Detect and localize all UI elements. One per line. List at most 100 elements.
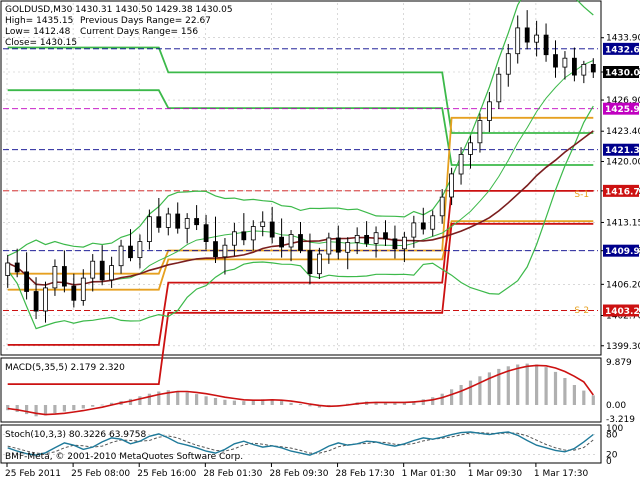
candle	[430, 210, 436, 237]
candle	[241, 213, 247, 246]
price-tag-bg	[603, 42, 639, 55]
candle	[468, 135, 473, 169]
time-axis: 25 Feb 2011 25 Feb 08:00 25 Feb 16:00 28 Fe…	[5, 463, 589, 479]
price-tag-label: 1421.32	[605, 146, 640, 156]
candle-body	[562, 57, 568, 68]
macd-bar	[544, 367, 548, 405]
main-panel	[0, 0, 602, 356]
candle	[213, 216, 218, 263]
stoch-y-label: 20	[606, 450, 618, 460]
candle	[534, 20, 539, 57]
candle-body	[194, 218, 200, 226]
macd-bar	[459, 385, 463, 405]
macd-bar	[440, 393, 444, 405]
macd-bar	[421, 399, 425, 405]
candle-body	[524, 27, 530, 43]
macd-bar	[431, 397, 435, 405]
macd-bar	[308, 405, 312, 407]
price-tag-bg	[603, 65, 639, 78]
candle-body	[128, 245, 133, 259]
x-tick-label: 28 Feb 17:30	[336, 469, 395, 479]
macd-bar	[213, 398, 218, 405]
x-tick-label: 28 Feb 09:30	[269, 469, 328, 479]
candle	[392, 225, 398, 259]
candle-body	[534, 34, 539, 43]
candle	[80, 269, 86, 306]
candle-body	[326, 237, 332, 255]
candle	[90, 254, 96, 292]
candle	[515, 15, 521, 64]
candle	[326, 232, 332, 264]
pivot-level-line	[7, 222, 594, 386]
candle-body	[364, 234, 370, 244]
candle-body	[33, 291, 39, 312]
candle-body	[477, 120, 483, 144]
low-text: Low= 1412.48	[5, 27, 71, 37]
candle	[52, 259, 58, 296]
y-tick-label: 1399.30	[606, 342, 640, 352]
candle	[524, 10, 530, 50]
y-tick-label: 1406.20	[606, 280, 640, 290]
candlesticks	[5, 10, 596, 323]
symbol-ohlc-text: GOLDUSD,M30 1430.31 1430.50 1429.38 1430…	[5, 5, 233, 15]
candle-body	[52, 266, 58, 289]
candle	[553, 40, 558, 78]
bollinger-upper-line	[7, 0, 594, 257]
candle	[307, 233, 313, 285]
macd-indicator: 9.879 0.00 -3.219	[6, 358, 635, 425]
macd-bar	[383, 402, 388, 405]
candle-body	[203, 224, 209, 242]
candle	[99, 245, 105, 286]
macd-panel	[0, 357, 602, 423]
candle-body	[5, 262, 11, 276]
candle	[458, 147, 464, 185]
macd-bar	[91, 405, 95, 407]
y-tick-label: 1413.15	[606, 218, 640, 228]
candle-body	[222, 244, 228, 258]
candle	[203, 214, 209, 250]
candle	[543, 23, 549, 62]
candle	[590, 58, 596, 78]
macd-bar	[81, 405, 85, 409]
macd-bar	[195, 394, 199, 405]
candle-body	[14, 262, 20, 273]
candle-body	[335, 237, 341, 253]
macd-bar	[166, 390, 170, 405]
candle-body	[505, 53, 511, 75]
candle	[316, 247, 322, 279]
candle-body	[165, 213, 171, 228]
candle	[43, 281, 48, 323]
stoch-y-label: 100	[606, 424, 623, 434]
macd-bar	[298, 404, 303, 405]
macd-bar	[535, 364, 539, 405]
macd-bar	[34, 405, 38, 417]
candle	[401, 231, 407, 263]
price-tag-bg	[603, 143, 639, 156]
price-tag-label: 1432.65	[605, 45, 640, 55]
macd-bar	[176, 391, 180, 405]
candle-body	[515, 27, 521, 55]
candle-body	[71, 285, 77, 301]
macd-bar	[412, 401, 416, 405]
bollinger-lower-line	[7, 105, 594, 330]
candle-body	[553, 54, 558, 68]
macd-bar	[478, 376, 482, 405]
price-tag-bg	[603, 102, 639, 115]
candle	[118, 239, 124, 274]
macd-bar	[204, 396, 208, 405]
price-tag-label: 1425.93	[605, 105, 640, 115]
candle	[128, 229, 133, 262]
candle	[14, 248, 20, 278]
candle-body	[43, 287, 48, 312]
x-tick-label: 25 Feb 08:00	[71, 469, 130, 479]
price-tag-label: 1430.05	[605, 68, 640, 78]
stoch-title: Stoch(10,3,3) 80.3226 63.9758	[5, 430, 146, 440]
macd-bar	[138, 396, 142, 405]
macd-bar	[563, 378, 567, 405]
x-tick-label: 25 Feb 2011	[5, 469, 61, 479]
candle-body	[241, 231, 247, 241]
candle	[5, 254, 11, 288]
candle	[175, 202, 181, 234]
macd-bar	[591, 395, 595, 405]
macd-bar	[280, 401, 284, 405]
